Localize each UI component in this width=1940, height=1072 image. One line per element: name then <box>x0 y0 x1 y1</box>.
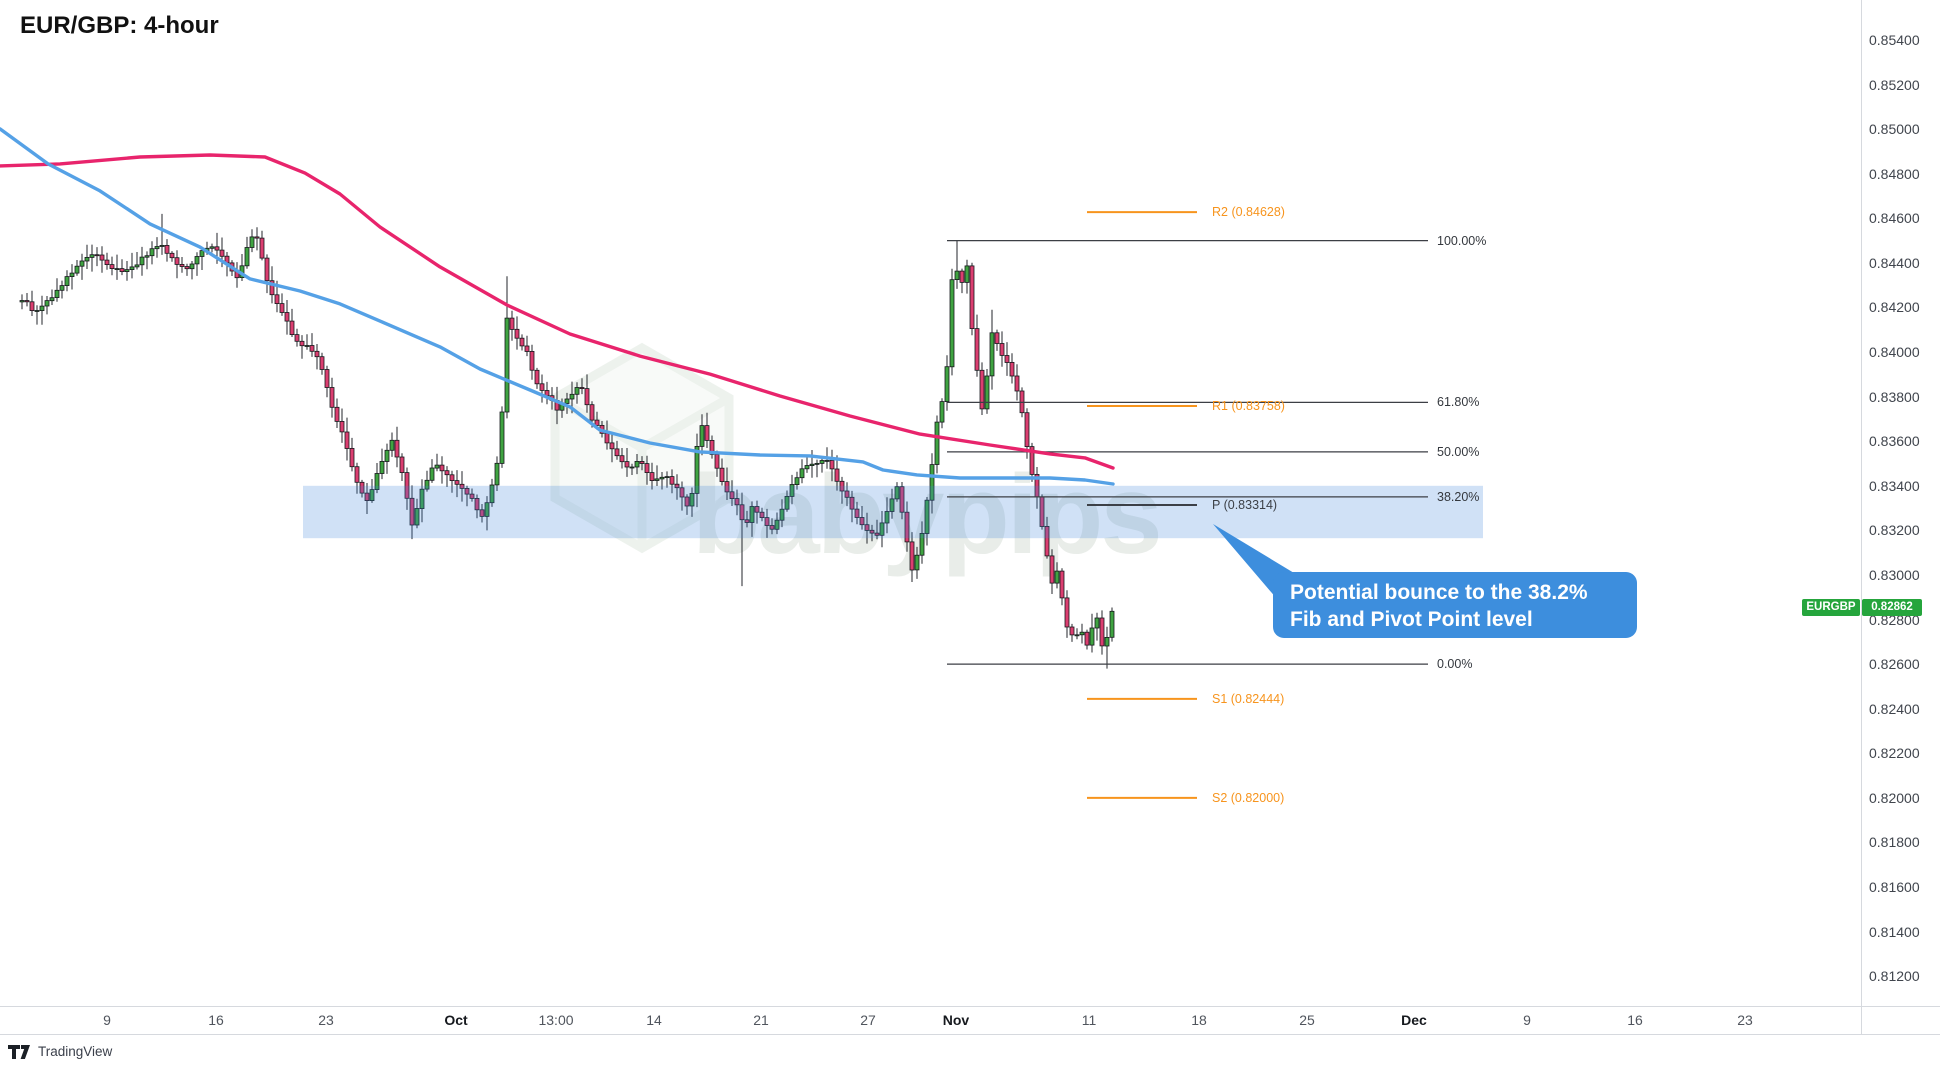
fib-level-label: 100.00% <box>1437 234 1487 248</box>
time-axis-label: 27 <box>860 1012 876 1028</box>
fib-level-label: 61.80% <box>1437 395 1480 409</box>
page-title: EUR/GBP: 4-hour <box>20 12 219 39</box>
time-axis-label: Nov <box>942 1012 970 1028</box>
price-axis-label: 0.81600 <box>1869 879 1920 895</box>
price-axis-border <box>1861 0 1862 1034</box>
time-axis-label: 16 <box>208 1012 224 1028</box>
price-axis-label: 0.83200 <box>1869 522 1920 538</box>
time-axis-border-bottom <box>0 1034 1940 1035</box>
time-axis-label: 18 <box>1191 1012 1207 1028</box>
time-axis-label: 16 <box>1627 1012 1643 1028</box>
time-axis-label: 9 <box>1523 1012 1531 1028</box>
callout-text-line2: Fib and Pivot Point level <box>1290 608 1533 631</box>
time-axis-label: 13:00 <box>538 1012 574 1028</box>
last-price-symbol-badge: EURGBP <box>1802 599 1860 616</box>
fib-level-label: 0.00% <box>1437 657 1473 671</box>
price-axis-label: 0.82000 <box>1869 790 1920 806</box>
callout-text-line1: Potential bounce to the 38.2% <box>1290 581 1588 604</box>
price-axis-label: 0.84800 <box>1869 166 1920 182</box>
time-axis-label: 23 <box>1737 1012 1753 1028</box>
pivot-level-label: S2 (0.82000) <box>1212 791 1285 805</box>
price-axis-label: 0.84600 <box>1869 210 1920 226</box>
price-axis-label: 0.84000 <box>1869 344 1920 360</box>
fast-ma-line[interactable] <box>0 127 1115 486</box>
price-axis-label: 0.82400 <box>1869 701 1920 717</box>
candlestick-series <box>19 213 1115 669</box>
time-axis-border-top <box>0 1006 1940 1007</box>
babypips-watermark: babypips <box>550 342 1163 577</box>
time-axis-label: 9 <box>103 1012 111 1028</box>
time-axis-label: 21 <box>753 1012 769 1028</box>
price-axis-label: 0.82200 <box>1869 745 1920 761</box>
time-axis-label: Oct <box>444 1012 468 1028</box>
price-axis-label: 0.84400 <box>1869 255 1920 271</box>
time-axis-label: 23 <box>318 1012 334 1028</box>
price-axis-label: 0.85400 <box>1869 32 1920 48</box>
pivot-level-label: R2 (0.84628) <box>1212 205 1285 219</box>
fib-pivot-highlight-zone[interactable] <box>303 485 1483 539</box>
time-axis-label: 11 <box>1081 1012 1097 1028</box>
fib-level-label: 50.00% <box>1437 445 1480 459</box>
price-axis-label: 0.85200 <box>1869 77 1920 93</box>
price-axis-label: 0.83400 <box>1869 478 1920 494</box>
time-axis-label: Dec <box>1401 1012 1427 1028</box>
pivot-level-label: S1 (0.82444) <box>1212 692 1285 706</box>
price-axis-label: 0.81800 <box>1869 834 1920 850</box>
price-axis-label: 0.83600 <box>1869 433 1920 449</box>
tradingview-attribution[interactable]: TradingView <box>8 1044 112 1059</box>
fib-level-label: 38.20% <box>1437 490 1480 504</box>
price-axis-label: 0.82800 <box>1869 612 1920 628</box>
pivot-level-label: R1 (0.83758) <box>1212 399 1285 413</box>
callout-annotation[interactable]: Potential bounce to the 38.2% Fib and Pi… <box>1273 572 1637 638</box>
price-axis-label: 0.83800 <box>1869 389 1920 405</box>
price-axis-label: 0.82600 <box>1869 656 1920 672</box>
slow-ma-line[interactable] <box>0 153 1115 470</box>
time-axis-label: 14 <box>646 1012 662 1028</box>
time-axis-label: 25 <box>1299 1012 1315 1028</box>
price-axis-label: 0.81400 <box>1869 924 1920 940</box>
pivot-level-label: P (0.83314) <box>1212 498 1278 512</box>
last-price-value-badge: 0.82862 <box>1862 599 1922 616</box>
tradingview-label: TradingView <box>38 1044 113 1059</box>
price-axis-label: 0.83000 <box>1869 567 1920 583</box>
price-axis-label: 0.85000 <box>1869 121 1920 137</box>
price-axis-label: 0.84200 <box>1869 299 1920 315</box>
tradingview-logo-icon <box>8 1044 30 1059</box>
price-axis-label: 0.81200 <box>1869 968 1920 984</box>
